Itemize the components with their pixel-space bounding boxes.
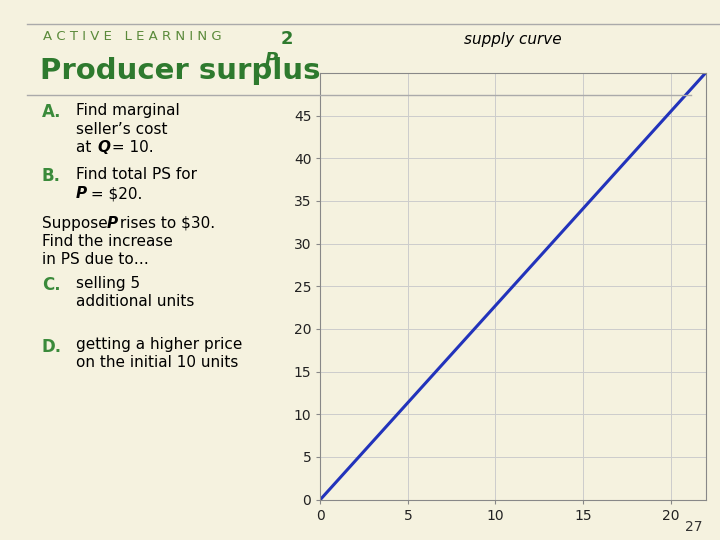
Text: Producer surplus: Producer surplus xyxy=(40,57,320,85)
Text: Find total PS for: Find total PS for xyxy=(76,167,197,183)
Text: supply curve: supply curve xyxy=(464,32,562,48)
Text: getting a higher price: getting a higher price xyxy=(76,338,242,353)
Text: P: P xyxy=(107,216,117,231)
Text: = 10.: = 10. xyxy=(107,140,154,156)
Text: rises to $30.: rises to $30. xyxy=(115,216,215,231)
Text: P: P xyxy=(76,186,86,201)
Text: seller’s cost: seller’s cost xyxy=(76,122,167,137)
Text: Suppose: Suppose xyxy=(42,216,112,231)
Text: A C T I V E   L E A R N I N G: A C T I V E L E A R N I N G xyxy=(43,30,222,43)
Text: additional units: additional units xyxy=(76,294,194,309)
Text: A.: A. xyxy=(42,103,61,120)
Text: Find the increase: Find the increase xyxy=(42,234,173,249)
Text: B.: B. xyxy=(42,167,60,185)
Text: Q: Q xyxy=(97,140,110,156)
Text: on the initial 10 units: on the initial 10 units xyxy=(76,355,238,370)
Text: Find marginal: Find marginal xyxy=(76,103,179,118)
Text: 27: 27 xyxy=(685,519,702,534)
Text: = $20.: = $20. xyxy=(86,186,142,201)
Text: in PS due to…: in PS due to… xyxy=(42,252,148,267)
Text: C.: C. xyxy=(42,276,60,294)
Text: D.: D. xyxy=(42,338,62,355)
Text: at: at xyxy=(76,140,96,156)
Text: P: P xyxy=(265,51,278,69)
Text: selling 5: selling 5 xyxy=(76,276,140,292)
Text: 2: 2 xyxy=(281,30,293,48)
